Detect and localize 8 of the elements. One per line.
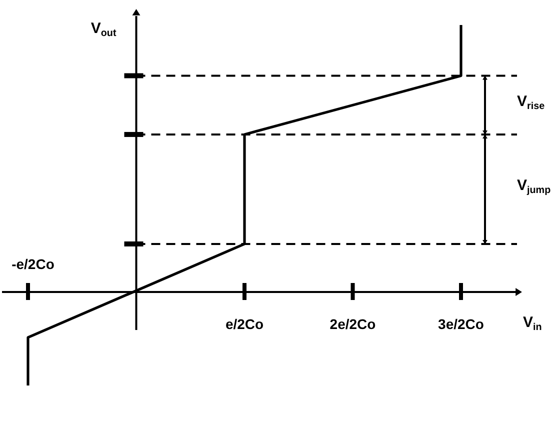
- y-axis-title: V$_{out}$: [90, 20, 117, 39]
- x-tick-label: -e/2Co: [12, 256, 54, 272]
- text: V$_{rise}$: [517, 93, 546, 112]
- x-tick-label: 3e/2Co: [438, 316, 484, 332]
- x-tick-label: 2e/2Co: [330, 316, 376, 332]
- text: V$_{jump}$: [517, 177, 551, 196]
- x-tick-label: e/2Co: [225, 316, 264, 332]
- x-axis-title: V$_{in}$: [523, 314, 542, 333]
